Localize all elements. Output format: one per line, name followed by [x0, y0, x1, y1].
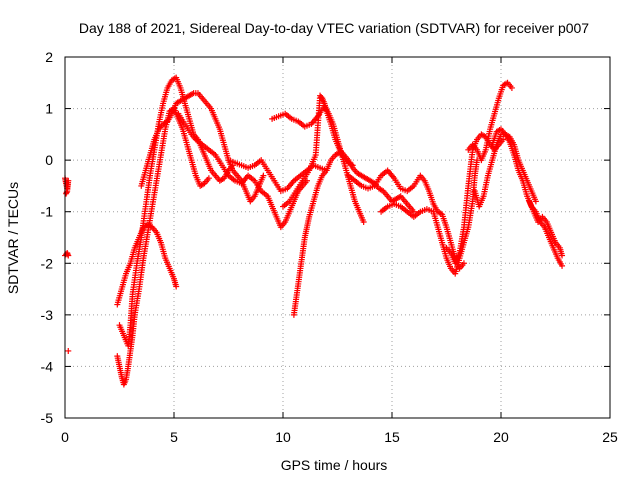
- y-tick-label: -2: [41, 255, 54, 271]
- x-tick-label: 0: [61, 429, 69, 445]
- y-tick-label: 1: [45, 101, 53, 117]
- data-point-marker: [500, 136, 507, 143]
- data-point-marker: [508, 84, 515, 91]
- data-point-marker: [460, 260, 467, 267]
- data-point-marker: [360, 219, 367, 226]
- x-tick-label: 15: [384, 429, 400, 445]
- data-point-marker: [318, 93, 325, 100]
- data-point-marker: [532, 198, 539, 205]
- y-tick-label: 0: [45, 152, 53, 168]
- chart-title: Day 188 of 2021, Sidereal Day-to-day VTE…: [79, 20, 589, 36]
- y-tick-label: 2: [45, 49, 53, 65]
- axis-ticks: 0 5 10 15 20 25 -5 -4 -3 -2 -1 0 1 2: [41, 49, 618, 445]
- data-point-marker: [205, 175, 212, 182]
- data-point-marker: [559, 262, 566, 269]
- x-tick-label: 5: [170, 429, 178, 445]
- y-tick-label: -4: [41, 358, 54, 374]
- data-point-marker: [65, 252, 72, 259]
- data-series-sdtvar: [62, 74, 566, 388]
- plot-frame: [64, 56, 611, 419]
- x-tick-label: 20: [493, 429, 509, 445]
- x-tick-label: 25: [602, 429, 618, 445]
- x-tick-label: 10: [275, 429, 291, 445]
- data-point-marker: [410, 208, 417, 215]
- x-axis-label: GPS time / hours: [281, 457, 388, 473]
- data-point-marker: [559, 252, 566, 259]
- y-tick-label: -3: [41, 307, 54, 323]
- y-tick-label: -1: [41, 204, 54, 220]
- data-point-marker: [65, 347, 72, 354]
- data-point-marker: [63, 190, 70, 197]
- data-point-marker: [173, 283, 180, 290]
- y-axis-label: SDTVAR / TECUs: [5, 182, 21, 294]
- data-point-marker: [260, 172, 267, 179]
- y-tick-label: -5: [41, 410, 54, 426]
